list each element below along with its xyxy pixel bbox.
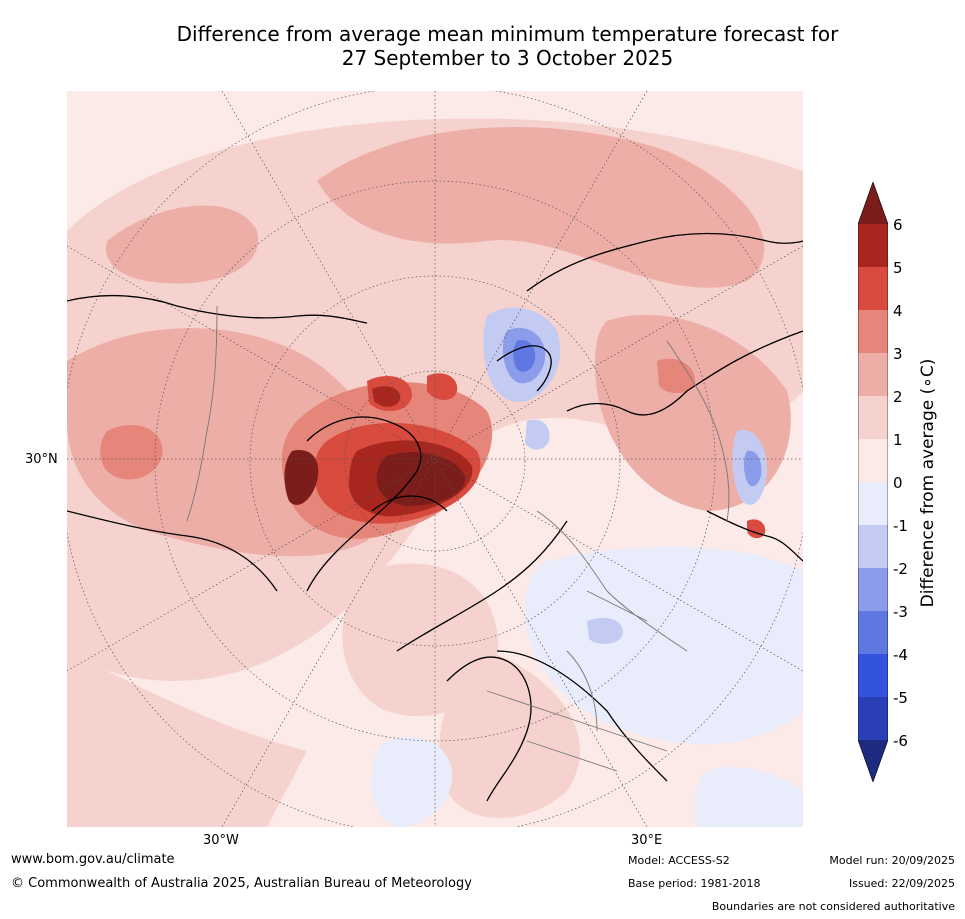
- colorbar-tick: -5: [893, 689, 908, 707]
- lon-label-30w: 30°W: [203, 833, 239, 848]
- country-borders: [186, 305, 730, 772]
- copyright-text: © Commonwealth of Australia 2025, Austra…: [11, 876, 472, 891]
- colorbar-segment-m4-m3: [858, 611, 888, 654]
- colorbar-tick: 2: [893, 388, 903, 406]
- colorbar-segment-m5-m4: [858, 654, 888, 697]
- colorbar-title: Difference from average (∘C): [918, 358, 938, 608]
- graticule: [67, 91, 803, 827]
- map-svg: [67, 91, 803, 827]
- colorbar-tick: -1: [893, 517, 908, 535]
- colorbar-tick: -6: [893, 732, 908, 750]
- colorbar-tick: 5: [893, 259, 903, 277]
- model-run-text: Model run: 20/09/2025: [829, 854, 955, 867]
- colorbar-tick: 1: [893, 431, 903, 449]
- disclaimer-text: Boundaries are not considered authoritat…: [711, 900, 955, 913]
- colorbar-segment-2-3: [858, 353, 888, 396]
- colorbar-segment-4-5: [858, 267, 888, 310]
- coastlines: [67, 232, 803, 802]
- title-line-2: 27 September to 3 October 2025: [341, 46, 674, 70]
- colorbar-segment-3-4: [858, 310, 888, 353]
- website-link[interactable]: www.bom.gov.au/climate: [11, 852, 175, 867]
- chart-title: Difference from average mean minimum tem…: [0, 22, 965, 70]
- colorbar-tick: -4: [893, 646, 908, 664]
- title-line-1: Difference from average mean minimum tem…: [176, 22, 839, 46]
- colorbar-segment-m1-0: [858, 482, 888, 525]
- colorbar-segment-m2-m1: [858, 525, 888, 568]
- colorbar-tick: -3: [893, 603, 908, 621]
- anomaly-negative: [370, 307, 803, 827]
- lon-label-30e: 30°E: [631, 833, 663, 848]
- forecast-map: [67, 91, 803, 827]
- colorbar-tick: 0: [893, 474, 903, 492]
- colorbar-segment-below-m6: [858, 740, 888, 782]
- issued-text: Issued: 22/09/2025: [848, 877, 955, 890]
- lat-label-30n: 30°N: [25, 452, 58, 467]
- colorbar-tick: -2: [893, 560, 908, 578]
- colorbar-tick: 3: [893, 345, 903, 363]
- model-text: Model: ACCESS-S2: [628, 854, 730, 867]
- colorbar: [858, 182, 888, 782]
- base-period-text: Base period: 1981-2018: [628, 877, 761, 890]
- colorbar-segment-above-6: [858, 182, 888, 224]
- colorbar-tick: 4: [893, 302, 903, 320]
- colorbar-segment-0-1: [858, 439, 888, 482]
- colorbar-segment-m6-m5: [858, 697, 888, 740]
- colorbar-segment-m3-m2: [858, 568, 888, 611]
- colorbar-segment-5-6: [858, 224, 888, 267]
- colorbar-segment-1-2: [858, 396, 888, 439]
- colorbar-tick: 6: [893, 216, 903, 234]
